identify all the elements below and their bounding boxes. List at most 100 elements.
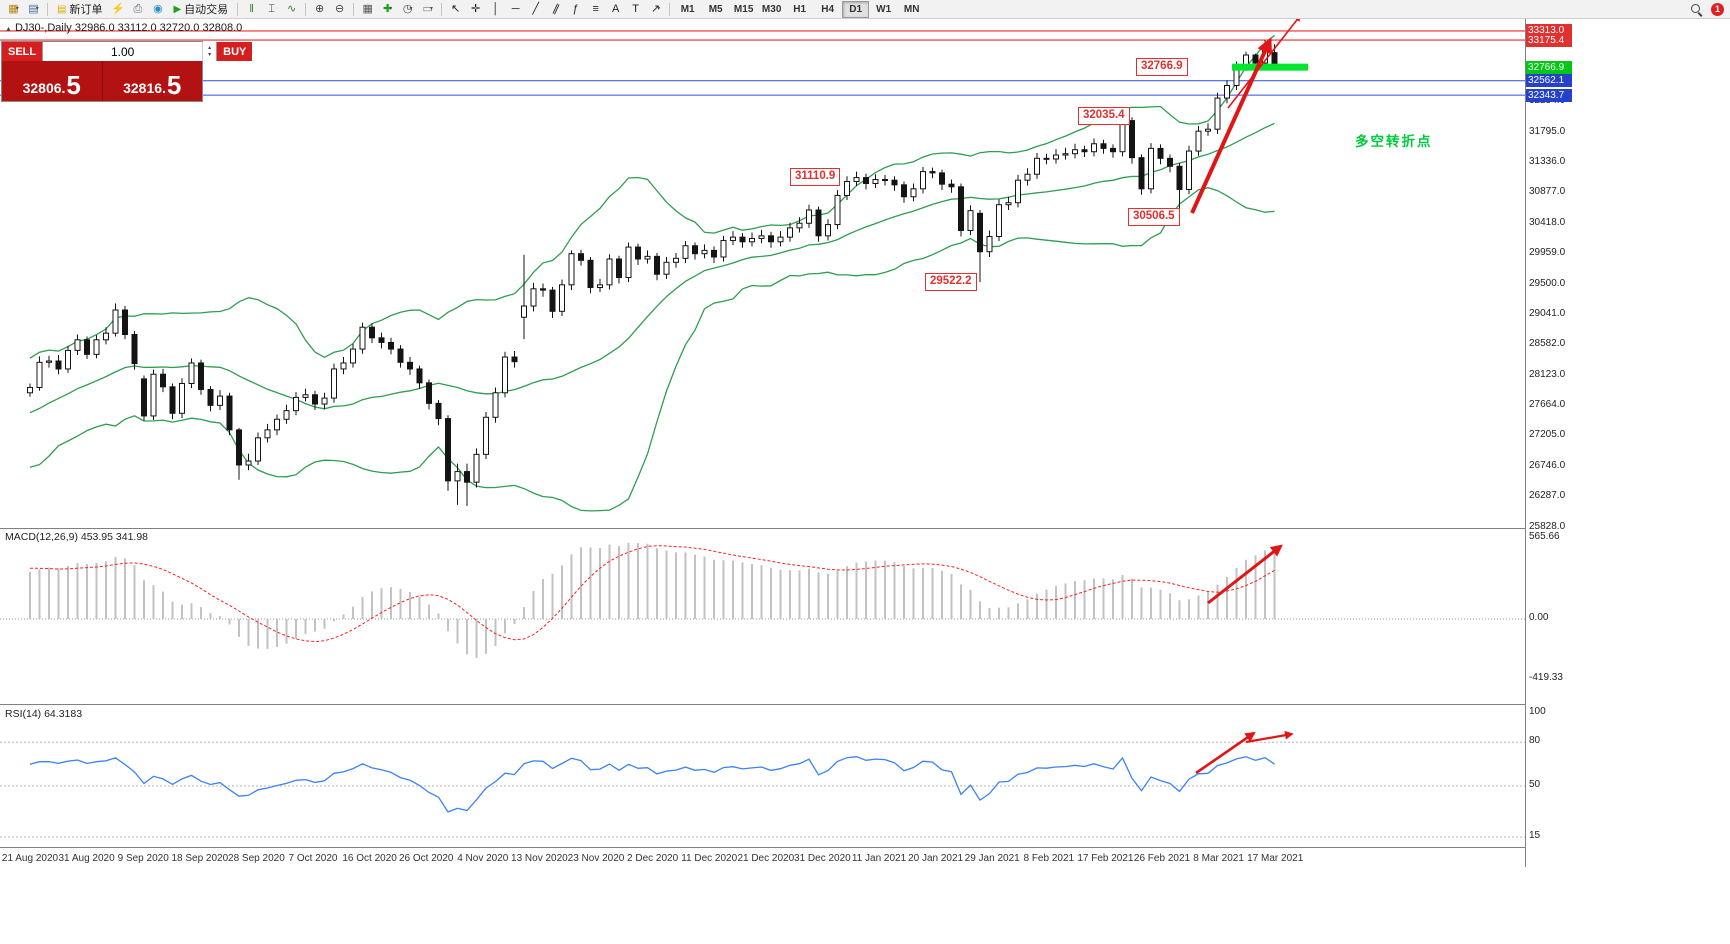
timeframe-h4[interactable]: H4 [821, 3, 835, 15]
price-callout: 31110.9 [790, 167, 841, 186]
chevron-down-icon: ▾ [409, 6, 413, 12]
volume-field: ▴▾ [42, 42, 218, 61]
templates-icon: ▭ [422, 2, 433, 15]
price-level-badge: 32343.7 [1526, 88, 1572, 102]
new-order-button[interactable]: ▤ 新订单 [52, 2, 107, 17]
vertical-line-icon[interactable]: │ [486, 2, 505, 17]
new-chart-icon: ▦ [8, 2, 19, 15]
date-label: 20 Jan 2021 [908, 853, 963, 864]
timeframe-m1[interactable]: M1 [680, 3, 695, 15]
tile-windows-icon: ▦ [362, 2, 373, 15]
label-icon[interactable]: T [626, 2, 645, 17]
indicators-icon[interactable]: ✚ ▾ [378, 2, 397, 17]
bollinger-band-line [29, 187, 1275, 512]
buy-button[interactable]: BUY [217, 42, 253, 61]
chart-window[interactable]: 21 Aug 2020 31 Aug 2020 9 Sep 2020 18 Sep 2… [0, 19, 1526, 867]
rsi-axis-label: 50 [1529, 779, 1541, 790]
line-chart-icon: ∿ [287, 2, 297, 15]
timeframe-mn[interactable]: MN [903, 3, 920, 15]
date-label: 11 Dec 2020 [681, 853, 737, 864]
chevron-down-icon: ▾ [657, 6, 661, 12]
chart-profiles-icon[interactable]: ▤ ▾ [24, 2, 43, 17]
toolbar-separator [237, 2, 239, 16]
bid-price[interactable]: 32806. 5 [2, 61, 103, 101]
arrow-objects-icon[interactable]: ↗ ▾ [646, 2, 665, 17]
price-tick: 30877.0 [1529, 186, 1566, 198]
line-chart-icon[interactable]: ∿ [282, 2, 301, 17]
trend-arrow[interactable] [1245, 730, 1294, 744]
auto-trading-button[interactable]: ▶ 自动交易 [168, 2, 233, 17]
timeframe-m5[interactable]: M5 [708, 3, 723, 15]
price-tick: 27205.0 [1529, 429, 1566, 441]
timeframe-m15[interactable]: M15 [733, 3, 754, 15]
auto-trading-button-label: 自动交易 [184, 4, 229, 16]
price-tick: 31795.0 [1529, 125, 1566, 137]
timeframe-w1[interactable]: W1 [876, 3, 892, 15]
price-tick: 28582.0 [1529, 338, 1566, 350]
crosshair-icon[interactable]: ✛ [466, 2, 485, 17]
sell-button[interactable]: SELL [2, 42, 43, 61]
date-axis: 21 Aug 2020 31 Aug 2020 9 Sep 2020 18 Sep 2… [2, 853, 1304, 864]
price-callout: 30506.5 [1128, 207, 1180, 226]
price-tick: 26287.0 [1529, 490, 1566, 502]
chevron-down-icon: ▾ [35, 6, 39, 12]
notification-badge[interactable]: 1 [1711, 2, 1724, 16]
new-chart-icon[interactable]: ▦ ▾ [4, 2, 23, 17]
toolbar-separator [669, 2, 671, 16]
print-icon[interactable]: ⎙ [128, 2, 147, 17]
trend-arrow[interactable] [1195, 731, 1256, 775]
volume-up-icon[interactable]: ▴ [208, 44, 212, 51]
trendline-icon[interactable]: ╱ [526, 2, 545, 17]
objects-list-icon[interactable]: ≡ [586, 2, 605, 17]
ask-price-int: 32816. [123, 79, 166, 96]
volume-stepper[interactable]: ▴ ▾ [202, 42, 216, 61]
chart-canvas[interactable]: 21 Aug 2020 31 Aug 2020 9 Sep 2020 18 Sep 2… [0, 19, 1526, 867]
horizontal-line-icon: ─ [511, 2, 520, 15]
ask-price[interactable]: 32816. 5 [103, 61, 203, 101]
candles [27, 40, 1278, 506]
price-axis: 32254.031795.031336.030877.030418.029959… [1526, 19, 1573, 867]
market-icon[interactable]: ◉ [148, 2, 167, 17]
date-label: 29 Jan 2021 [965, 853, 1020, 864]
candlestick-chart-icon[interactable]: ⌶ [262, 2, 281, 17]
date-label: 17 Feb 2021 [1077, 853, 1134, 864]
price-level-badge: 32562.1 [1526, 74, 1572, 88]
chart-profiles-icon: ▤ [28, 2, 39, 15]
bar-chart-icon[interactable]: ‖ [242, 2, 261, 17]
channel-icon[interactable]: ∥ [546, 2, 565, 17]
zoom-out-icon[interactable]: ⊖ [330, 2, 349, 17]
crosshair-icon: ✛ [471, 2, 481, 15]
price-tick: 29959.0 [1529, 247, 1566, 259]
green-highlight-band[interactable] [1232, 63, 1308, 71]
text-icon[interactable]: A [606, 2, 625, 17]
trend-arrow[interactable] [1207, 544, 1283, 605]
auto-trading-button-icon: ▶ [173, 3, 182, 15]
mql5-icon[interactable]: ⚡ [108, 2, 127, 17]
fibonacci-icon[interactable]: ƒ [566, 2, 585, 17]
bar-chart-icon: ‖ [249, 2, 254, 15]
macd-indicator-label: MACD(12,26,9) 453.95 341.98 [5, 531, 149, 543]
timeframe-h1[interactable]: H1 [793, 3, 807, 15]
date-label: 18 Sep 2020 [171, 853, 228, 864]
trend-arrow[interactable] [1190, 37, 1273, 214]
one-click-trading-panel: SELL ▴▾ BUY 32806. 5 32816. 5 [1, 41, 253, 102]
objects-list-icon: ≡ [592, 2, 599, 15]
tile-windows-icon[interactable]: ▦ [358, 2, 377, 17]
zoom-in-icon[interactable]: ⊕ [310, 2, 329, 17]
toolbar: ▦ ▾ ▤ ▾ ▤ 新订单 ⚡ ⎙ ◉ ▶ 自动交易 ‖ ⌶ ∿ ⊕ ⊖ ▦ ✚ ▾ ◷ ▾ ▭ ▾ ↖ ✛ │ ─ ╱ ∥ ƒ ≡ A T ↗ ▾… [0, 0, 1730, 19]
cursor-icon[interactable]: ↖ [446, 2, 465, 17]
timeframe-d1[interactable]: D1 [842, 0, 870, 18]
search-icon[interactable] [1690, 3, 1703, 16]
volume-down-icon[interactable]: ▾ [208, 51, 212, 58]
templates-icon[interactable]: ▭ ▾ [418, 2, 437, 17]
date-label: 11 Jan 2021 [852, 853, 907, 864]
price-callout: 29522.2 [925, 273, 977, 292]
horizontal-line-icon[interactable]: ─ [506, 2, 525, 17]
trend-arrow[interactable] [1227, 19, 1301, 109]
volume-input[interactable] [43, 42, 203, 61]
date-label: 8 Feb 2021 [1023, 853, 1074, 864]
price-tick: 30418.0 [1529, 216, 1566, 228]
periods-icon[interactable]: ◷ ▾ [398, 2, 417, 17]
timeframe-m30[interactable]: M30 [761, 3, 782, 15]
date-label: 28 Sep 2020 [228, 853, 285, 864]
